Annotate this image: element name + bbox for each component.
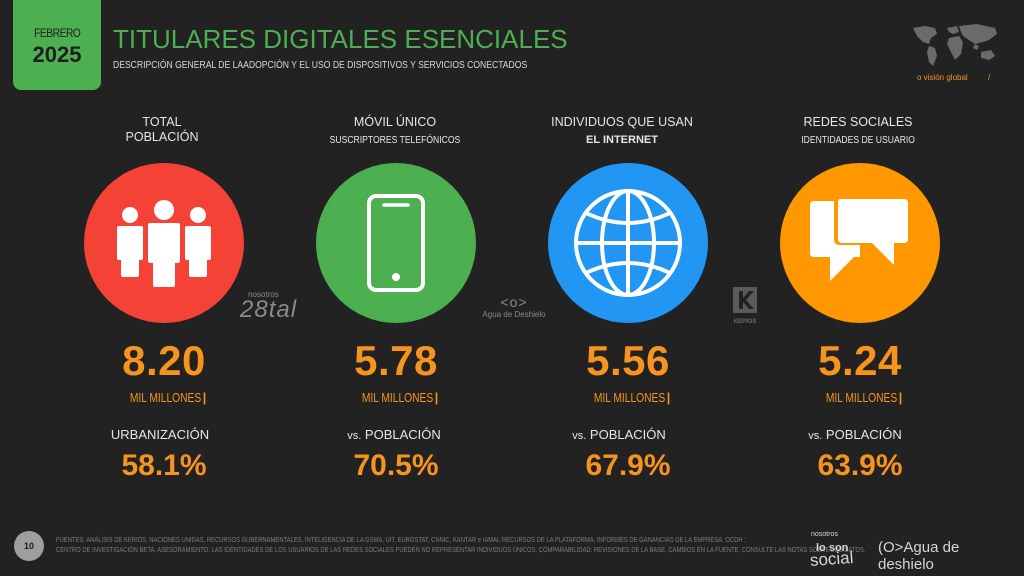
- social-unit: MIL MILLONES |: [750, 391, 970, 405]
- unit-text: MIL MILLONES: [593, 391, 665, 405]
- population-value: 8.20: [122, 337, 206, 384]
- social-vs-label: vs. POBLACIÓN: [745, 427, 965, 442]
- social-percent: 63.9%: [817, 449, 903, 482]
- page-number: 10: [14, 531, 44, 561]
- unit-mark: |: [202, 391, 207, 405]
- column-sublabel: POBLACIÓN: [125, 130, 199, 144]
- urbanization-label: URBANIZACIÓN: [50, 427, 270, 442]
- secondary-label: URBANIZACIÓN: [110, 427, 210, 442]
- urbanization-value: 58.1%: [121, 449, 207, 482]
- sources-text: FUENTES: ANÁLISIS DE KERIOS, NACIONES UN…: [56, 535, 866, 555]
- column-sublabel: SUSCRIPTORES TELEFÓNICOS: [329, 135, 461, 146]
- secondary-label: POBLACIÓN: [364, 427, 441, 442]
- social-agua-text: (O>Agua de deshielo: [878, 539, 960, 573]
- internet-vs-label: vs. POBLACIÓN: [509, 427, 729, 442]
- population-circle: [84, 163, 244, 323]
- mobile-circle: [316, 163, 476, 323]
- date-year: 2025: [32, 42, 82, 67]
- page-title: TITULARES DIGITALES ESENCIALES: [113, 24, 568, 54]
- unit-text: MIL MILLONES: [361, 391, 433, 405]
- secondary-prefix: vs.: [808, 430, 823, 442]
- unit-text: MIL MILLONES: [825, 391, 897, 405]
- watermark-symbol: <o>: [500, 294, 528, 310]
- social-value: 5.24: [818, 337, 902, 384]
- secondary-label: POBLACIÓN: [589, 427, 666, 442]
- watermark-big-text: 28tal: [240, 296, 298, 323]
- social-los-text: lo son: [816, 542, 849, 554]
- page-subtitle: DESCRIPCIÓN GENERAL DE LAADOPCIÓN Y EL U…: [113, 60, 528, 71]
- kepios-text: KEPIOS: [733, 319, 757, 325]
- secondary-prefix: vs.: [347, 430, 362, 442]
- unit-mark: |: [434, 391, 439, 405]
- brand-vision-text: o visión global: [917, 73, 968, 82]
- column-internet: INDIVIDUOS QUE USAN EL INTERNET: [512, 115, 732, 148]
- mobile-value: 5.78: [354, 337, 438, 384]
- internet-circle: [548, 163, 708, 323]
- date-month: FEBRERO: [33, 26, 81, 40]
- social-big-text: social: [809, 547, 854, 570]
- column-label: INDIVIDUOS QUE USAN: [551, 115, 693, 129]
- internet-percent: 67.9%: [585, 449, 671, 482]
- watermark-social: nosotros lo son social (O>Agua de deshie…: [808, 528, 1018, 574]
- mobile-phone-icon: [367, 194, 425, 292]
- date-badge: FEBRERO 2025: [13, 0, 101, 90]
- unit-text: MIL MILLONES: [129, 391, 201, 405]
- column-label: REDES SOCIALES: [803, 115, 913, 129]
- secondary-prefix: vs.: [572, 430, 587, 442]
- population-unit: MIL MILLONES |: [54, 391, 274, 405]
- sources-line-1: FUENTES: ANÁLISIS DE KERIOS, NACIONES UN…: [56, 535, 746, 544]
- column-mobile: MÓVIL ÚNICO SUSCRIPTORES TELEFÓNICOS: [285, 115, 505, 148]
- social-small-text: nosotros: [811, 531, 838, 538]
- column-sublabel: IDENTIDADES DE USUARIO: [801, 135, 915, 146]
- column-social: REDES SOCIALES IDENTIDADES DE USUARIO: [748, 115, 968, 148]
- secondary-label: POBLACIÓN: [825, 427, 902, 442]
- column-population: TOTAL POBLACIÓN: [52, 115, 272, 145]
- globe-icon: [574, 189, 682, 297]
- watermark-small-text: nosotros: [248, 290, 279, 299]
- kepios-icon: [733, 287, 757, 313]
- watermark-agua: <o> Agua de Deshielo: [474, 294, 554, 319]
- kepios-logo: KEPIOS: [730, 287, 760, 325]
- mobile-percent: 70.5%: [353, 449, 439, 482]
- unit-mark: |: [666, 391, 671, 405]
- chat-bubbles-icon: [810, 197, 910, 281]
- world-map-icon: [913, 24, 997, 66]
- column-label: MÓVIL ÚNICO: [353, 115, 437, 129]
- column-label: TOTAL: [142, 115, 182, 129]
- internet-unit: MIL MILLONES |: [518, 391, 738, 405]
- people-icon: [117, 200, 211, 287]
- social-circle: [780, 163, 940, 323]
- column-sublabel: EL INTERNET: [586, 134, 658, 146]
- watermark-text: Agua de Deshielo: [482, 310, 546, 319]
- mobile-vs-label: vs. POBLACIÓN: [284, 427, 504, 442]
- brand-vision-mark: /: [988, 73, 991, 82]
- sources-line-2: CENTRO DE INVESTIGACIÓN BETA, ASESORAMIE…: [56, 545, 866, 554]
- unit-mark: |: [898, 391, 903, 405]
- internet-value: 5.56: [586, 337, 670, 384]
- mobile-unit: MIL MILLONES |: [286, 391, 506, 405]
